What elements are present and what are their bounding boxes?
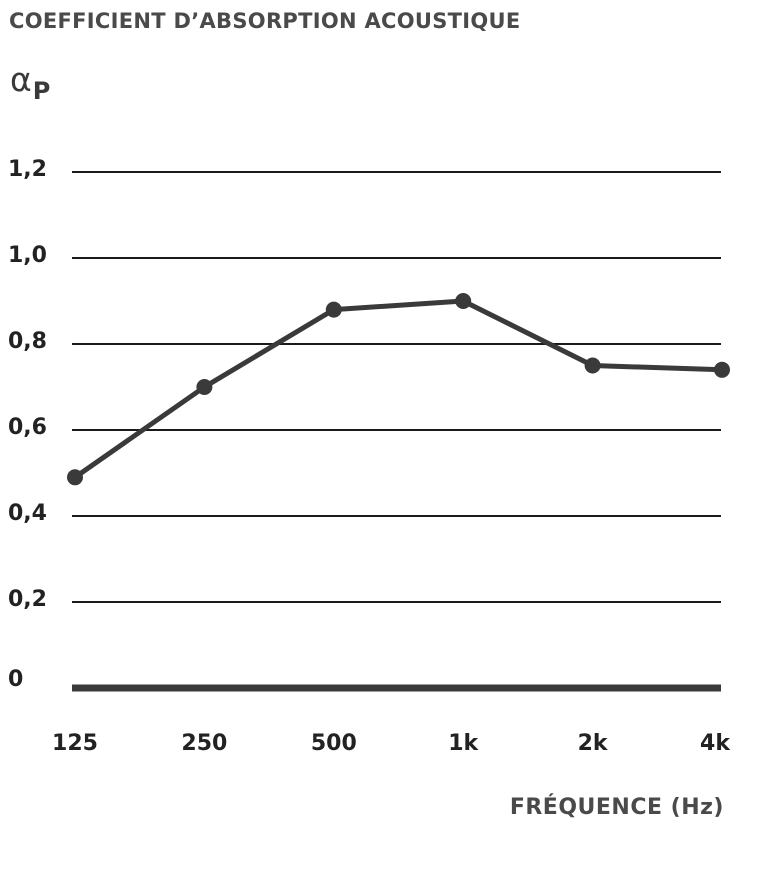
y-tick-labels: 0 0,2 0,4 0,6 0,8 1,0 1,2 [8, 157, 47, 692]
x-tick-labels: 125 250 500 1k 2k 4k [52, 731, 731, 756]
chart-title: COEFFICIENT D’ABSORPTION ACOUSTIQUE [9, 9, 521, 33]
x-axis-title: FRÉQUENCE (Hz) [509, 795, 724, 820]
x-tick-label: 250 [181, 731, 227, 756]
y-tick-label: 1,0 [8, 243, 47, 268]
y-tick-label: 0,4 [8, 501, 47, 526]
y-tick-label: 1,2 [8, 157, 47, 182]
y-tick-label: 0,6 [8, 415, 47, 440]
y-axis-symbol-subscript: P [32, 77, 51, 105]
x-tick-label: 125 [52, 731, 98, 756]
data-point [196, 379, 213, 395]
y-tick-label: 0,8 [8, 329, 47, 354]
x-tick-label: 500 [311, 731, 357, 756]
data-point [455, 293, 472, 309]
data-point [584, 357, 601, 374]
data-point [325, 301, 342, 318]
y-axis-symbol-main: α [10, 60, 32, 99]
y-tick-label: 0,2 [8, 587, 47, 612]
x-tick-label: 1k [448, 731, 479, 756]
x-tick-label: 4k [700, 731, 731, 756]
series-line [72, 298, 725, 480]
data-point [714, 361, 730, 378]
data-point [67, 469, 83, 486]
x-tick-label: 2k [578, 731, 609, 756]
y-tick-label: 0 [8, 667, 23, 692]
y-axis-symbol: αP [10, 60, 50, 105]
grid-lines [72, 171, 721, 692]
data-series [67, 293, 730, 486]
